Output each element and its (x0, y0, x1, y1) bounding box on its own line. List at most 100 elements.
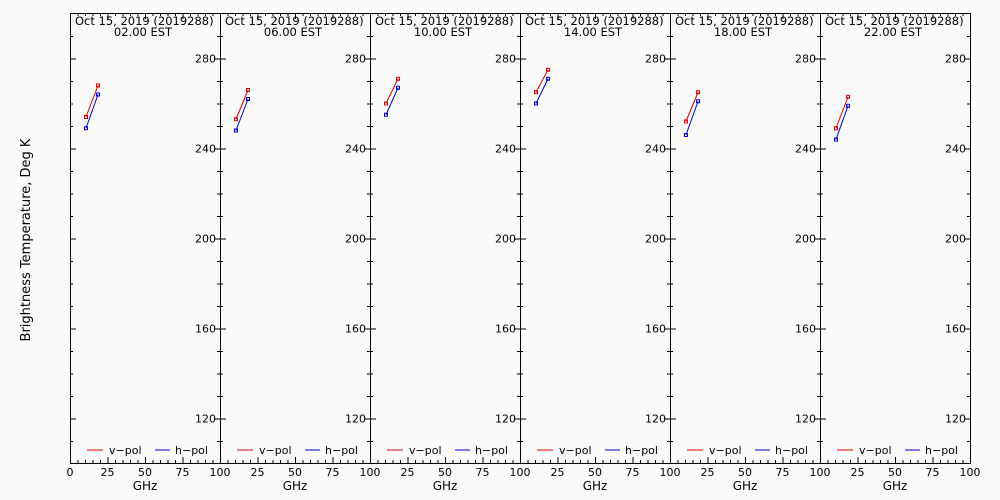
legend-label-v-pol: v−pol (259, 444, 292, 457)
series-line-h-pol (85, 94, 99, 129)
panel-title: Oct 15, 2019 (2019288) (825, 14, 964, 28)
x-tick-label: 50 (738, 466, 752, 479)
x-tick-label: 100 (810, 466, 831, 479)
x-tick-label: 25 (251, 466, 265, 479)
x-tick-label: 0 (67, 466, 74, 479)
data-point-v-pol (546, 67, 551, 72)
x-tick-label: 75 (926, 466, 940, 479)
series-line-v-pol (235, 89, 249, 120)
y-tick-label: 200 (495, 233, 516, 246)
data-point-v-pol (83, 115, 88, 119)
panel-subtitle: 10.00 EST (414, 25, 473, 39)
series-line-h-pol (235, 98, 249, 131)
y-tick-label: 200 (945, 233, 966, 246)
x-axis-label: GHz (733, 479, 758, 493)
panel-subtitle: 18.00 EST (714, 25, 773, 39)
legend-label-v-pol: v−pol (109, 444, 142, 457)
y-tick-label: 240 (645, 143, 666, 156)
x-tick-label: 25 (401, 466, 415, 479)
data-point-h-pol (533, 101, 538, 106)
x-axis-label: GHz (283, 479, 308, 493)
x-axis-label: GHz (583, 479, 608, 493)
series-line-v-pol (835, 96, 849, 129)
x-tick-label: 25 (551, 466, 565, 479)
y-tick-label: 120 (645, 413, 666, 426)
y-tick-label: 120 (345, 413, 366, 426)
y-tick-label: 280 (195, 53, 216, 66)
x-tick-label: 100 (210, 466, 231, 479)
series-line-h-pol (385, 87, 399, 115)
x-tick-label: 50 (438, 466, 452, 479)
x-tick-label: 75 (176, 466, 190, 479)
chart-panel-3: 120 160 200 240 280 25 50 75 100 GHz Oct 15, 2019 … (370, 13, 531, 493)
y-tick-label: 240 (795, 143, 816, 156)
y-tick-label: 160 (495, 323, 516, 336)
legend-label-h-pol: h−pol (475, 444, 508, 457)
data-point-h-pol (546, 76, 551, 81)
data-point-v-pol (96, 83, 101, 88)
chart-panel-6: 120 160 200 240 280 25 50 75 100 GHz Oct 15, 2019 … (820, 13, 981, 493)
y-tick-label: 240 (495, 143, 516, 156)
panel-title: Oct 15, 2019 (2019288) (75, 14, 214, 28)
x-tick-label: 50 (288, 466, 302, 479)
x-tick-label: 25 (101, 466, 115, 479)
x-tick-label: 75 (626, 466, 640, 479)
y-tick-label: 200 (795, 233, 816, 246)
y-tick-label: 200 (195, 233, 216, 246)
x-tick-label: 50 (888, 466, 902, 479)
x-tick-label: 75 (476, 466, 490, 479)
x-axis-label: GHz (133, 479, 158, 493)
data-point-v-pol (533, 90, 538, 95)
legend-label-h-pol: h−pol (775, 444, 808, 457)
data-point-v-pol (696, 90, 701, 95)
y-tick-label: 160 (945, 323, 966, 336)
chart-panel-4: 120 160 200 240 280 25 50 75 100 GHz Oct 15, 2019 … (520, 13, 681, 493)
y-tick-label: 240 (345, 143, 366, 156)
y-tick-label: 280 (345, 53, 366, 66)
panel-title: Oct 15, 2019 (2019288) (525, 14, 664, 28)
data-point-h-pol (696, 99, 701, 104)
y-tick-label: 200 (345, 233, 366, 246)
data-point-h-pol (396, 85, 401, 90)
data-point-v-pol (833, 126, 838, 131)
series-line-h-pol (535, 78, 549, 104)
series-line-v-pol (535, 69, 549, 93)
data-point-h-pol (846, 103, 851, 108)
y-tick-label: 240 (945, 143, 966, 156)
chart-panel-1: 120 160 200 240 280 0 25 50 75 100 GHz Oct 15, 2019… (67, 13, 231, 493)
legend-label-v-pol: v−pol (859, 444, 892, 457)
x-tick-label: 75 (776, 466, 790, 479)
data-point-v-pol (233, 117, 238, 122)
y-tick-label: 120 (945, 413, 966, 426)
panel-title: Oct 15, 2019 (2019288) (375, 14, 514, 28)
y-tick-label: 160 (795, 323, 816, 336)
panel-title: Oct 15, 2019 (2019288) (225, 14, 364, 28)
legend-label-h-pol: h−pol (625, 444, 658, 457)
data-point-v-pol (246, 88, 251, 92)
data-point-v-pol (683, 119, 688, 124)
legend-label-v-pol: v−pol (559, 444, 592, 457)
y-tick-label: 280 (645, 53, 666, 66)
data-point-h-pol (83, 126, 88, 131)
legend-label-h-pol: h−pol (175, 444, 208, 457)
y-tick-label: 160 (195, 323, 216, 336)
legend-label-h-pol: h−pol (325, 444, 358, 457)
chart-panel-5: 120 160 200 240 280 25 50 75 100 GHz Oct 15, 2019 … (670, 13, 831, 493)
chart-panel-2: 120 160 200 240 280 25 50 75 100 GHz Oct 15, 2019 … (220, 13, 381, 493)
data-point-h-pol (683, 133, 688, 137)
y-tick-label: 120 (495, 413, 516, 426)
panel-subtitle: 02.00 EST (114, 25, 173, 39)
y-tick-label: 120 (195, 413, 216, 426)
y-tick-label: 280 (945, 53, 966, 66)
panel-title: Oct 15, 2019 (2019288) (675, 14, 814, 28)
data-point-v-pol (396, 76, 401, 81)
x-tick-label: 100 (960, 466, 981, 479)
data-point-h-pol (383, 112, 388, 117)
y-tick-label: 280 (495, 53, 516, 66)
data-point-h-pol (233, 128, 238, 133)
y-tick-label: 160 (345, 323, 366, 336)
data-point-v-pol (846, 94, 851, 99)
x-tick-label: 100 (360, 466, 381, 479)
x-tick-label: 75 (326, 466, 340, 479)
y-tick-label: 160 (645, 323, 666, 336)
